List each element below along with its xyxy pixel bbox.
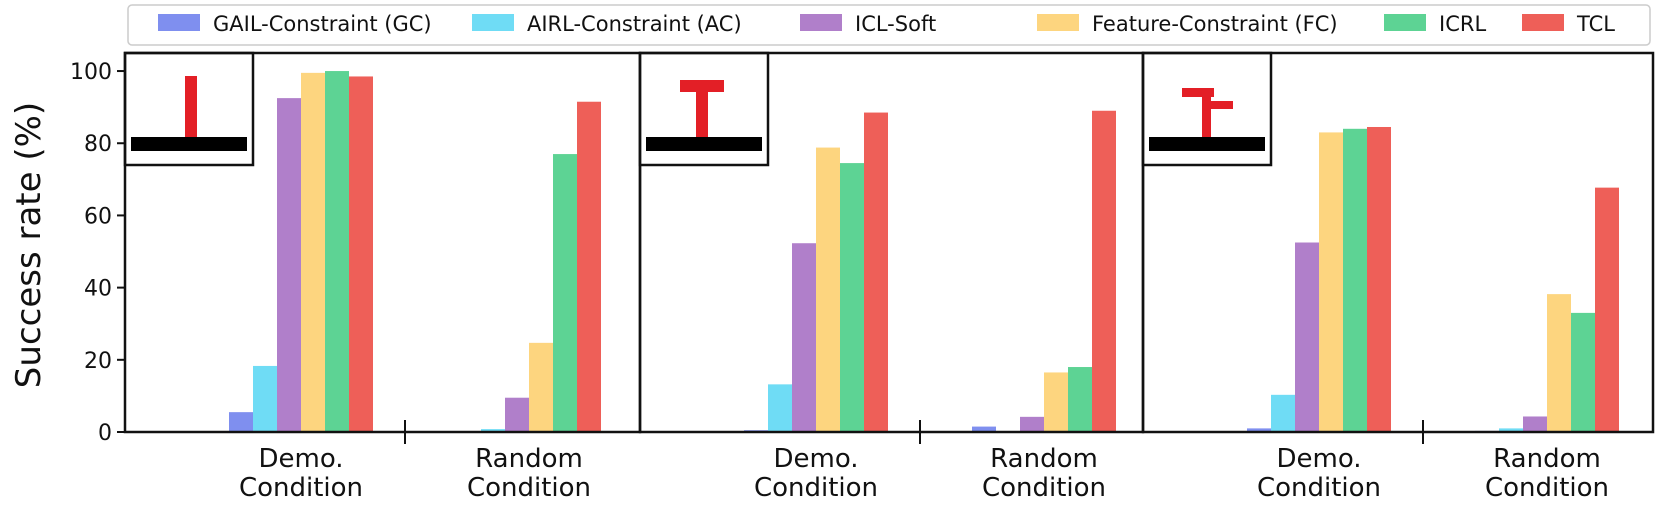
legend-swatch [1522,14,1564,31]
bar [1020,416,1044,432]
group-label: Condition [982,473,1106,503]
panel-frame [1141,51,1655,434]
legend-entry-label: ICRL [1439,12,1486,36]
legend-swatch [1037,14,1079,31]
bar [816,147,840,432]
bar [505,397,529,432]
bar [301,72,325,432]
bar [1571,312,1595,432]
legend-swatch [800,14,842,31]
bar [253,365,277,432]
group-label: Random [990,444,1098,474]
group-label: Demo. [773,444,858,474]
bar [529,342,553,432]
bar [325,71,349,433]
group-label: Random [475,444,583,474]
bar [481,429,505,432]
bar [1499,428,1523,432]
bar [229,412,253,432]
bar [1247,428,1271,432]
group-label: Condition [1485,473,1609,503]
offset-t-shape-icon [1149,88,1265,151]
legend-swatch [472,14,514,31]
bar [349,76,373,432]
y-tick-label: 60 [84,204,112,229]
legend-swatch [1384,14,1426,31]
group-label: Condition [1257,473,1381,503]
group-label: Condition [754,473,878,503]
legend: GAIL-Constraint (GC) AIRL-Constraint (AC)… [127,4,1651,46]
bar [1295,242,1319,432]
group-label: Condition [239,473,363,503]
panels: Demo.ConditionRandomConditionDemo.Condit… [123,51,1655,503]
y-tick-label: 0 [98,421,112,446]
bar [277,98,301,432]
bar [1319,132,1343,432]
bar [577,101,601,432]
bar [972,426,996,432]
bar [1343,128,1367,433]
bar [1068,367,1092,432]
legend-entry-label: Feature-Constraint (FC) [1092,12,1338,36]
bar [864,112,888,433]
bar [1595,187,1619,432]
y-tick-label: 80 [84,132,112,157]
y-tick-label: 40 [84,277,112,302]
bar [768,384,792,432]
bar [1547,294,1571,432]
bar [1044,372,1068,432]
bar [1523,416,1547,432]
y-axis-ticks: 0 20 40 60 80 100 [70,60,125,446]
t-shape-icon [646,80,762,151]
group-label: Condition [467,473,591,503]
group-label: Random [1493,444,1601,474]
legend-entry-label: ICL-Soft [855,12,936,36]
bar [840,163,864,433]
bar [1092,110,1116,432]
i-shape-icon [131,76,247,151]
group-label: Demo. [1276,444,1361,474]
legend-entry-label: AIRL-Constraint (AC) [527,12,742,36]
bar [1271,394,1295,432]
bar [792,243,816,432]
group-label: Demo. [258,444,343,474]
bar [1367,126,1391,432]
y-tick-label: 20 [84,349,112,374]
y-axis-label: Success rate (%) [9,102,49,388]
bar [553,154,577,433]
legend-entry-label: GAIL-Constraint (GC) [213,12,432,36]
y-tick-label: 100 [70,60,112,85]
legend-swatch [158,14,200,31]
legend-entry-label: TCL [1576,12,1615,36]
